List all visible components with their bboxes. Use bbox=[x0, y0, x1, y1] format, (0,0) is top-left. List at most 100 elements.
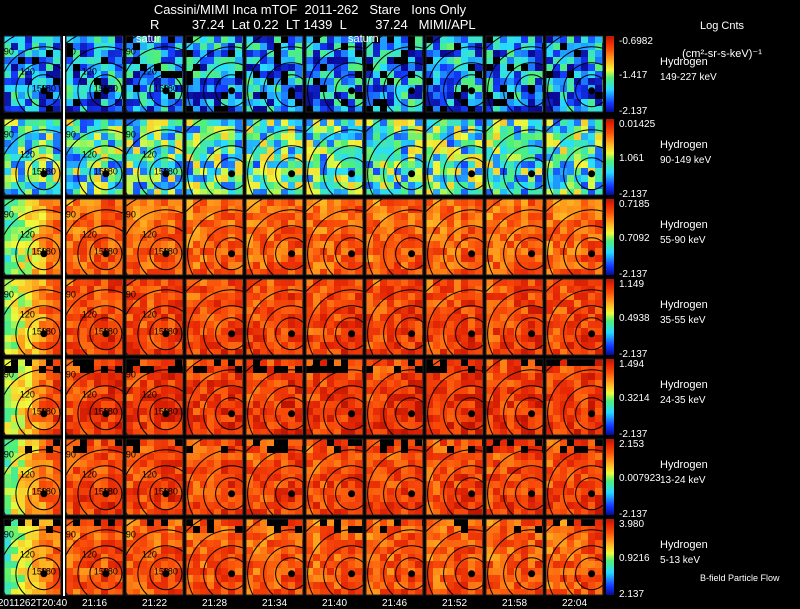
panel-frame bbox=[245, 278, 304, 356]
panel-frame bbox=[545, 198, 604, 276]
heatmap-cell bbox=[306, 269, 313, 275]
heatmap-cell bbox=[73, 342, 80, 349]
heatmap-cell bbox=[80, 189, 87, 195]
heatmap-cell bbox=[32, 57, 39, 64]
heatmap-cell bbox=[221, 328, 228, 335]
heatmap-cell bbox=[306, 394, 313, 401]
heatmap-cell bbox=[246, 255, 253, 262]
heatmap-cell bbox=[426, 154, 433, 161]
heatmap-cell bbox=[154, 140, 161, 147]
heatmap-cell bbox=[401, 119, 408, 126]
heatmap-cell bbox=[507, 248, 514, 255]
contour-line bbox=[77, 62, 123, 112]
heatmap-cell bbox=[281, 64, 288, 71]
heatmap-cell bbox=[553, 349, 560, 355]
heatmap-cell bbox=[200, 147, 207, 154]
heatmap-cell bbox=[101, 380, 108, 387]
heatmap-cell bbox=[101, 429, 108, 435]
heatmap-cell bbox=[175, 189, 182, 195]
heatmap-cell bbox=[267, 286, 274, 293]
heatmap-cell bbox=[327, 78, 334, 85]
heatmap-cell bbox=[295, 241, 302, 248]
heatmap-cell bbox=[235, 269, 242, 275]
heatmap-cell bbox=[567, 255, 574, 262]
heatmap-cell bbox=[260, 335, 267, 342]
heatmap-cell bbox=[507, 241, 514, 248]
image-panel bbox=[425, 198, 484, 276]
heatmap-cell bbox=[461, 106, 468, 112]
heatmap-cell bbox=[426, 300, 433, 307]
contour-line bbox=[215, 237, 243, 271]
heatmap-cell bbox=[80, 380, 87, 387]
heatmap-cell bbox=[595, 199, 602, 206]
heatmap-cell bbox=[228, 57, 235, 64]
heatmap-cell bbox=[53, 429, 60, 435]
heatmap-cell bbox=[581, 248, 588, 255]
heatmap-cell bbox=[161, 293, 168, 300]
heatmap-cell bbox=[433, 133, 440, 140]
heatmap-cell bbox=[260, 154, 267, 161]
heatmap-cell bbox=[25, 300, 32, 307]
heatmap-cell bbox=[486, 314, 493, 321]
heatmap-cell bbox=[295, 349, 302, 355]
heatmap-cell bbox=[207, 328, 214, 335]
heatmap-cell bbox=[80, 43, 87, 50]
heatmap-cell bbox=[115, 189, 122, 195]
heatmap-cell bbox=[334, 106, 341, 112]
heatmap-cell bbox=[454, 227, 461, 234]
heatmap-cell bbox=[535, 133, 542, 140]
heatmap-cell bbox=[408, 269, 415, 275]
heatmap-cell bbox=[246, 307, 253, 314]
heatmap-cell bbox=[73, 43, 80, 50]
heatmap-cell bbox=[66, 321, 73, 328]
heatmap-cell bbox=[341, 328, 348, 335]
heatmap-cell bbox=[373, 269, 380, 275]
heatmap-cell bbox=[260, 119, 267, 126]
heatmap-cell bbox=[133, 126, 140, 133]
heatmap-cell bbox=[154, 279, 161, 286]
heatmap-cell bbox=[274, 359, 281, 366]
heatmap-cell bbox=[73, 220, 80, 227]
heatmap-cell bbox=[66, 161, 73, 168]
heatmap-cell bbox=[306, 401, 313, 408]
heatmap-cell bbox=[147, 373, 154, 380]
heatmap-cell bbox=[327, 227, 334, 234]
heatmap-cell bbox=[147, 189, 154, 195]
heatmap-cell bbox=[39, 422, 46, 429]
heatmap-cell bbox=[235, 206, 242, 213]
contour-line bbox=[335, 397, 363, 431]
heatmap-cell bbox=[108, 147, 115, 154]
heatmap-cell bbox=[500, 154, 507, 161]
heatmap-cell bbox=[207, 422, 214, 429]
heatmap-cell bbox=[507, 255, 514, 262]
heatmap-cell bbox=[274, 220, 281, 227]
heatmap-cell bbox=[394, 342, 401, 349]
heatmap-cell bbox=[154, 85, 161, 92]
saturn-marker bbox=[348, 170, 356, 178]
heatmap-cell bbox=[73, 380, 80, 387]
heatmap-cell bbox=[553, 57, 560, 64]
heatmap-cell bbox=[588, 57, 595, 64]
heatmap-cell bbox=[11, 349, 18, 355]
heatmap-cell bbox=[235, 168, 242, 175]
heatmap-cell bbox=[521, 85, 528, 92]
heatmap-cell bbox=[260, 36, 267, 43]
heatmap-cell bbox=[39, 64, 46, 71]
heatmap-cell bbox=[528, 241, 535, 248]
heatmap-cell bbox=[433, 314, 440, 321]
heatmap-cell bbox=[115, 380, 122, 387]
heatmap-cell bbox=[475, 199, 482, 206]
heatmap-cell bbox=[500, 300, 507, 307]
image-panel bbox=[245, 118, 304, 196]
heatmap-cell bbox=[246, 349, 253, 355]
heatmap-cell bbox=[433, 71, 440, 78]
heatmap-cell bbox=[246, 43, 253, 50]
heatmap-cell bbox=[447, 335, 454, 342]
heatmap-cell bbox=[133, 387, 140, 394]
heatmap-cell bbox=[140, 429, 147, 435]
heatmap-cell bbox=[175, 140, 182, 147]
heatmap-cell bbox=[140, 300, 147, 307]
heatmap-cell bbox=[25, 50, 32, 57]
heatmap-cell bbox=[313, 255, 320, 262]
heatmap-cell bbox=[221, 199, 228, 206]
